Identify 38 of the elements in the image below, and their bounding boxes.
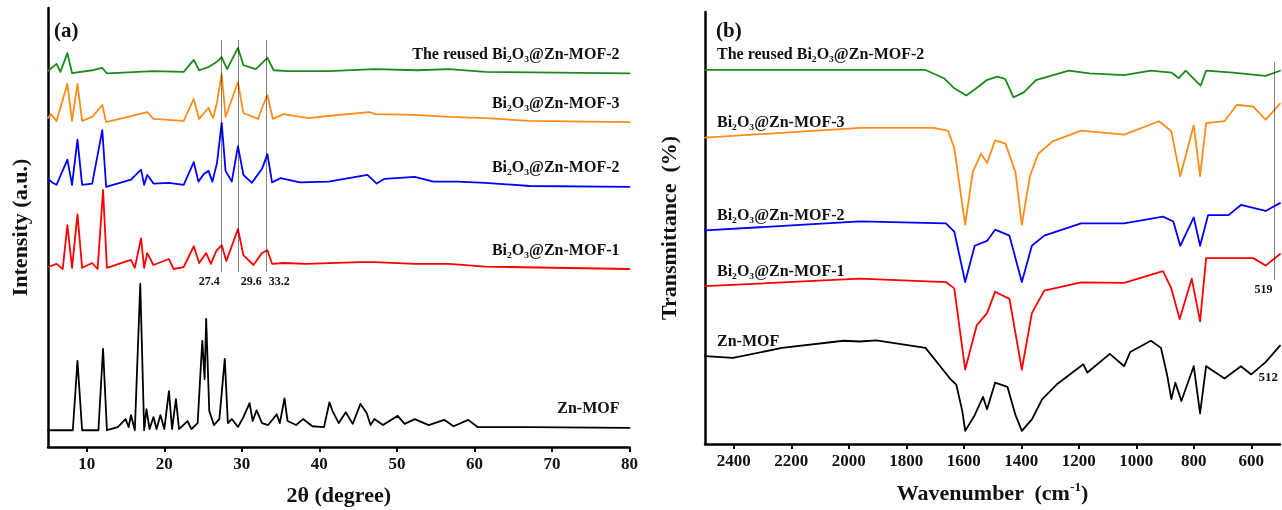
x-tick-label: 1000 bbox=[1119, 451, 1154, 470]
series-label: The reused Bi₂O₃@Zn-MOF-2 bbox=[412, 44, 620, 63]
x-tick-label: 70 bbox=[543, 454, 561, 473]
x-tick-label: 800 bbox=[1181, 451, 1207, 470]
series-label: Bi₂O₃@Zn-MOF-2 bbox=[491, 158, 620, 177]
x-tick-label: 1800 bbox=[889, 451, 924, 470]
series-label: The reused Bi₂O₃@Zn-MOF-2 bbox=[717, 45, 925, 64]
series-label: Zn-MOF bbox=[557, 399, 620, 417]
y-axis-title: Intensity (a.u.) bbox=[6, 158, 32, 297]
chart-title: (a) bbox=[54, 17, 79, 42]
series-label: Bi₂O₃@Zn-MOF-3 bbox=[717, 113, 845, 132]
ref-line-label: 27.4 bbox=[198, 274, 220, 289]
x-tick-label: 60 bbox=[465, 454, 483, 473]
series-label: Bi₂O₃@Zn-MOF-1 bbox=[491, 240, 620, 259]
x-tick-label: 50 bbox=[388, 454, 406, 473]
series-label: Bi₂O₃@Zn-MOF-2 bbox=[717, 205, 845, 224]
chart-title: (b) bbox=[716, 17, 742, 42]
ref-line-label: 33.2 bbox=[268, 274, 290, 289]
x-tick-label: 20 bbox=[155, 454, 173, 473]
x-tick-label: 1200 bbox=[1061, 451, 1096, 470]
x-tick-label: 40 bbox=[310, 454, 328, 473]
x-tick-label: 10 bbox=[78, 454, 96, 473]
x-axis-title: 2θ (degree) bbox=[286, 481, 392, 507]
x-tick-label: 2400 bbox=[716, 451, 751, 470]
series-label: Bi₂O₃@Zn-MOF-3 bbox=[491, 93, 620, 112]
x-tick-label: 600 bbox=[1238, 451, 1264, 470]
x-tick-label: 1600 bbox=[946, 451, 981, 470]
x-tick-label: 30 bbox=[233, 454, 251, 473]
series-label: Bi₂O₃@Zn-MOF-1 bbox=[717, 261, 845, 280]
y-axis-title: Transmittance (%) bbox=[655, 135, 681, 321]
ref-line-label: 29.6 bbox=[240, 274, 262, 289]
x-tick-label: 2200 bbox=[774, 451, 809, 470]
x-tick-label: 80 bbox=[621, 454, 638, 473]
series-label: Zn-MOF bbox=[717, 331, 780, 349]
annotation: 512 bbox=[1258, 369, 1278, 384]
ref-line-label: 519 bbox=[1254, 282, 1273, 297]
x-tick-label: 2000 bbox=[831, 451, 866, 470]
x-tick-label: 1400 bbox=[1004, 451, 1039, 470]
